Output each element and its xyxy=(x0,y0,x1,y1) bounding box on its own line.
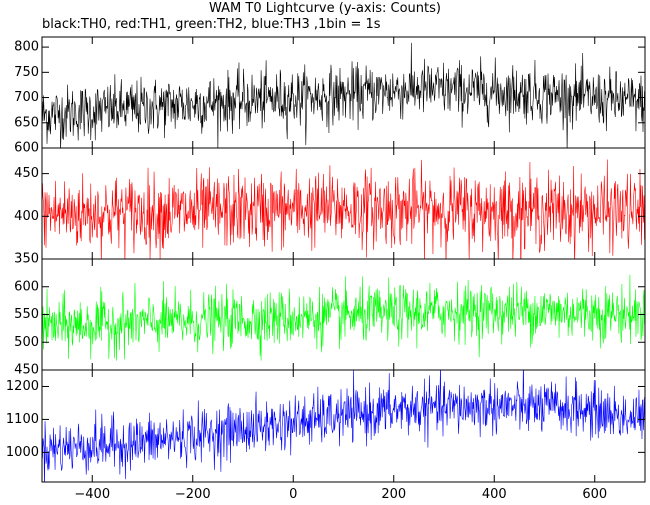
series-line-th1 xyxy=(42,159,645,259)
panel-th2: 450 500 550 600 xyxy=(14,258,646,378)
series-line-th0 xyxy=(42,42,645,148)
y-tick-label: 500 xyxy=(14,335,39,350)
x-axis-labels: −400 −200 0 200 400 600 xyxy=(74,487,607,502)
y-tick-label: 350 xyxy=(14,252,39,267)
panel-th3: 1000 1100 1200 xyxy=(6,369,646,483)
panel-frame xyxy=(41,369,646,483)
chart-title: WAM T0 Lightcurve (y-axis: Counts) xyxy=(209,1,441,16)
y-tick-label: 600 xyxy=(14,279,39,294)
y-tick-label: 650 xyxy=(14,115,39,130)
series-line-th2 xyxy=(42,274,645,361)
y-tick-label: 1000 xyxy=(6,445,39,460)
y-tick-label: 1200 xyxy=(6,379,39,394)
x-tick-label: 600 xyxy=(582,487,607,502)
y-tick-label: 750 xyxy=(14,65,39,80)
series-line-th3 xyxy=(42,370,645,482)
panel-th0: 600 650 700 750 800 xyxy=(14,36,646,156)
y-tick-label: 700 xyxy=(14,90,39,105)
chart-subtitle: black:TH0, red:TH1, green:TH2, blue:TH3 … xyxy=(42,17,381,32)
x-tick-label: −400 xyxy=(74,487,110,502)
y-tick-label: 600 xyxy=(14,141,39,156)
y-tick-label: 1100 xyxy=(6,412,39,427)
y-tick-label: 400 xyxy=(14,209,39,224)
y-tick-label: 450 xyxy=(14,363,39,378)
y-tick-label: 550 xyxy=(14,307,39,322)
x-tick-label: 400 xyxy=(482,487,507,502)
x-tick-label: 0 xyxy=(289,487,297,502)
panel-th1: 350 400 450 xyxy=(14,147,646,267)
y-tick-label: 450 xyxy=(14,166,39,181)
y-tick-label: 800 xyxy=(14,40,39,55)
x-tick-label: 200 xyxy=(381,487,406,502)
x-tick-label: −200 xyxy=(175,487,211,502)
